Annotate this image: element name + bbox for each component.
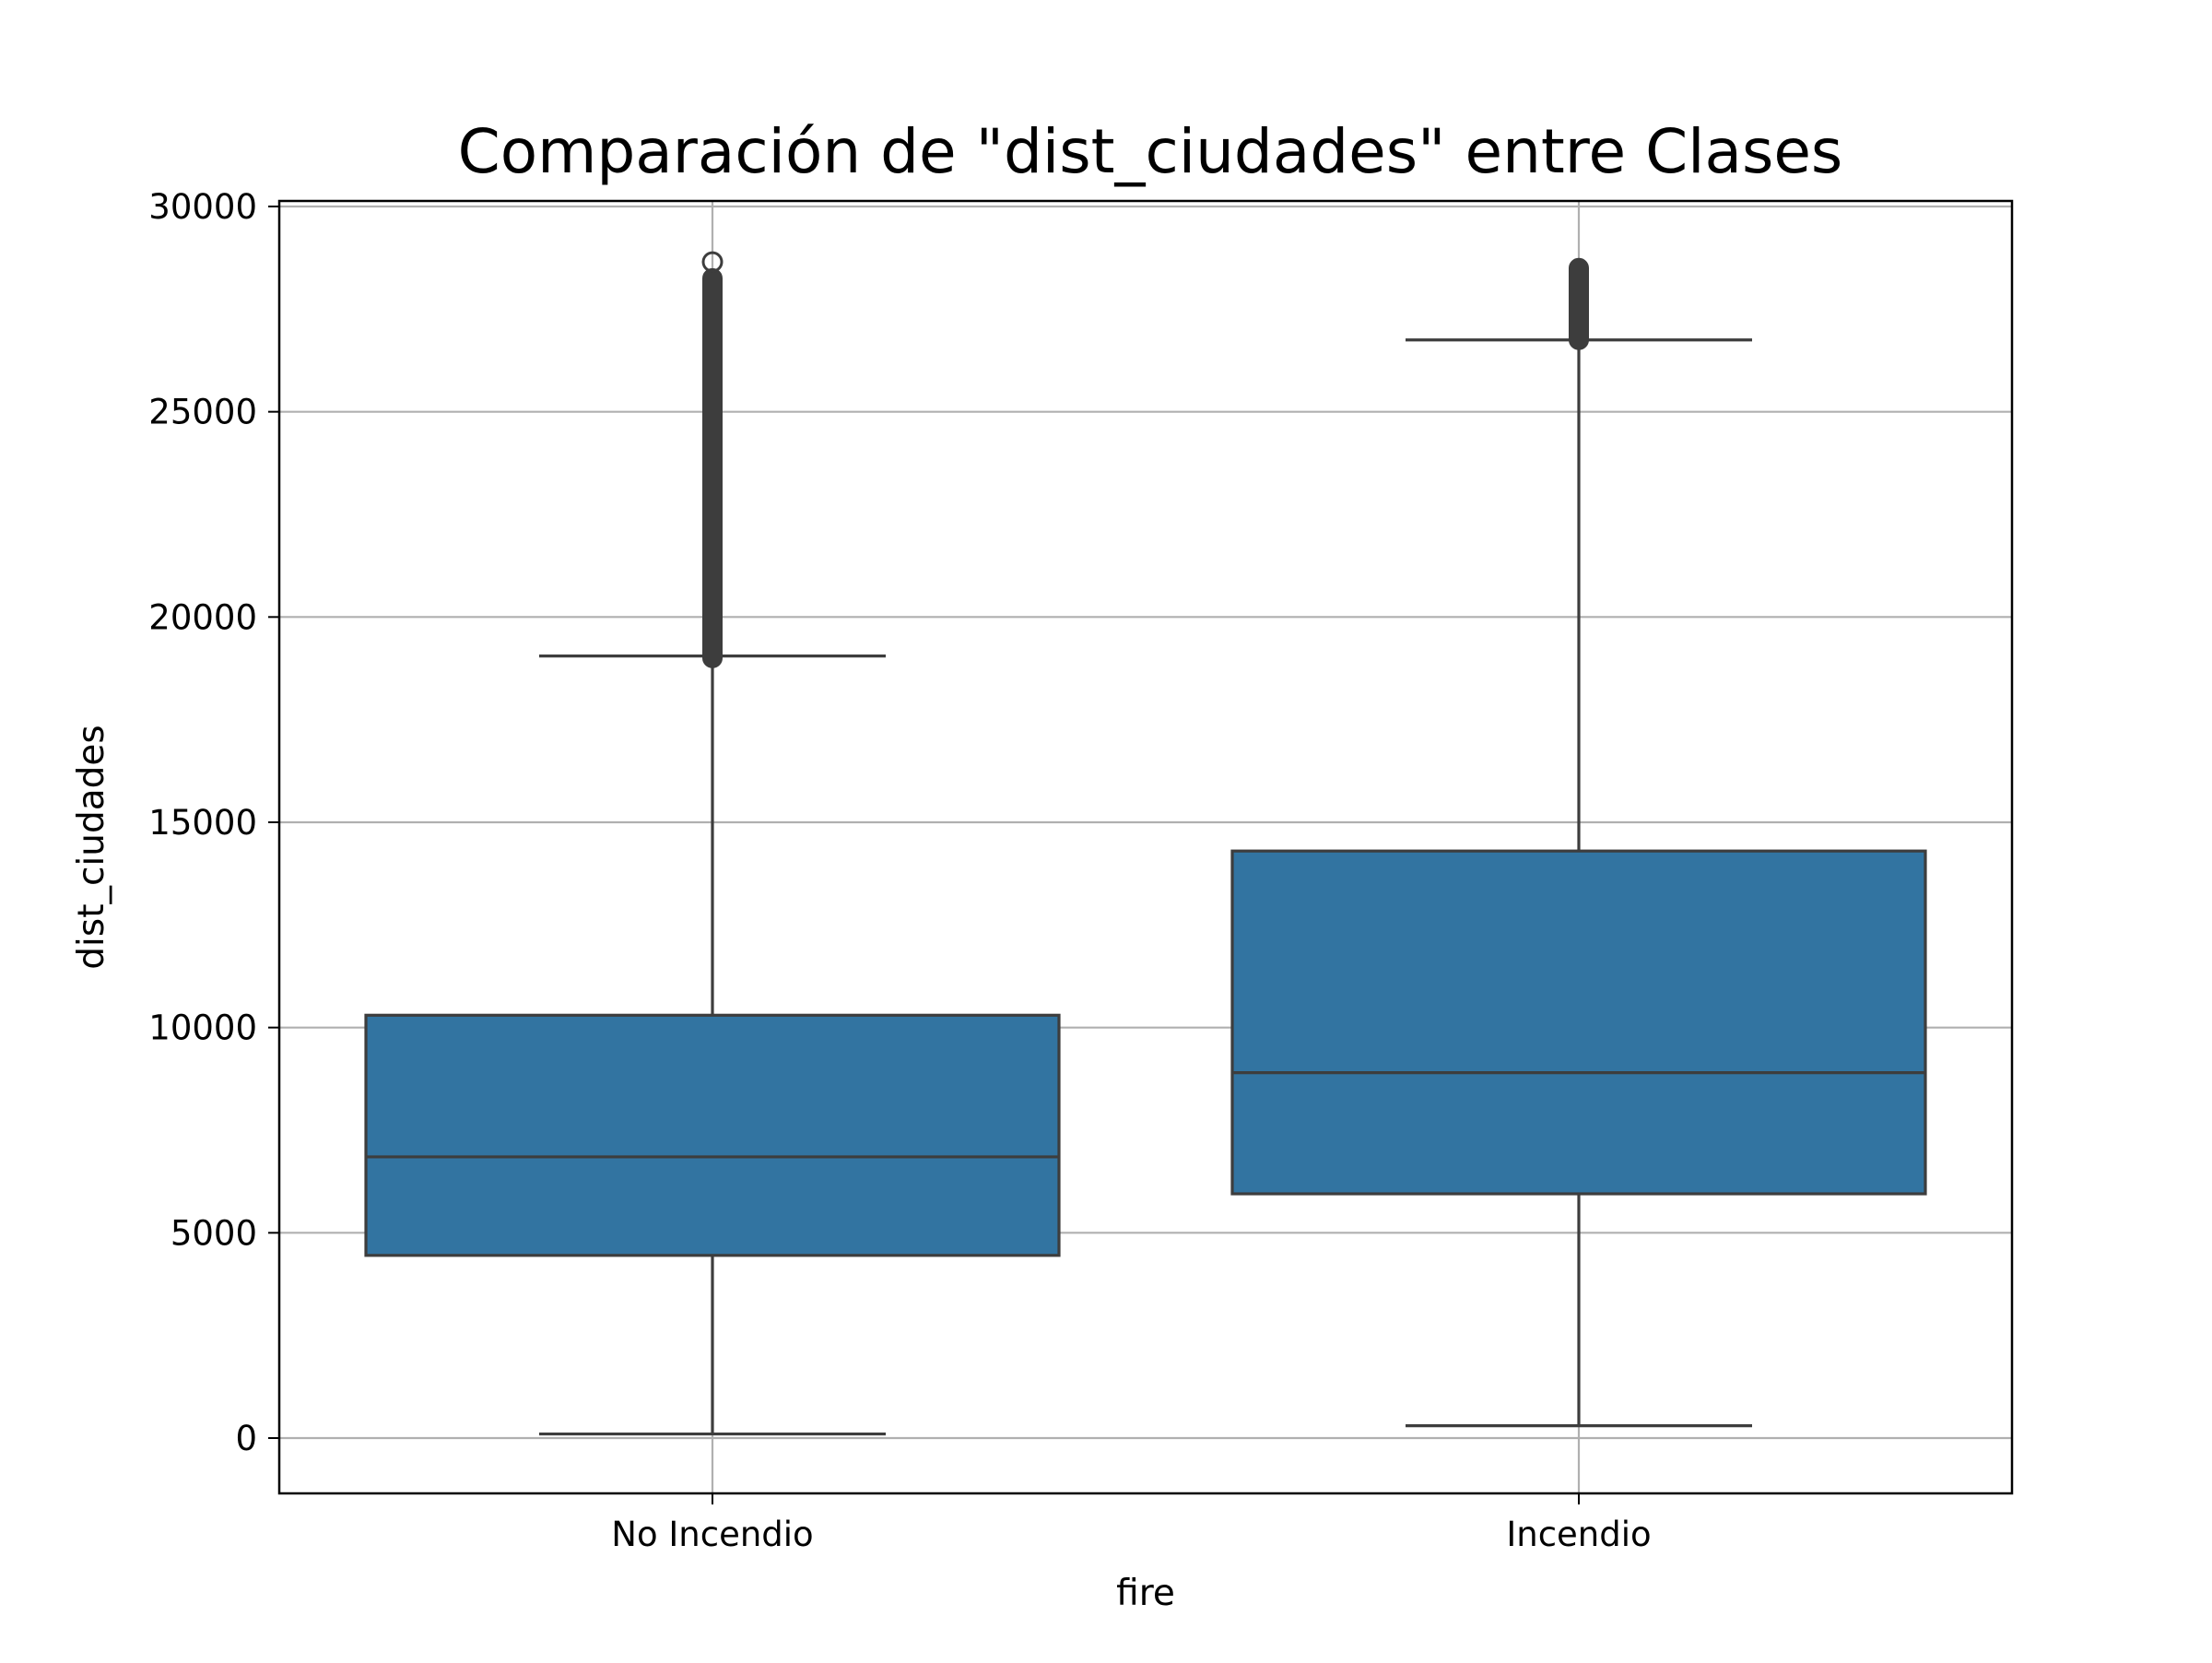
- box-iqr: [364, 1013, 1061, 1257]
- y-axis-label: dist_ciudades: [71, 725, 112, 969]
- x-tick-label: No Incendio: [611, 1515, 813, 1554]
- y-tick-label: 25000: [148, 393, 257, 432]
- y-tick-label: 5000: [171, 1213, 257, 1253]
- x-axis-label: fire: [1116, 1573, 1175, 1614]
- y-axis-ticks: 0 5000 10000 15000 20000 25000 30000: [148, 187, 279, 1458]
- x-tick-label: Incendio: [1506, 1515, 1651, 1554]
- y-tick-label: 15000: [148, 803, 257, 843]
- box-group: [364, 251, 1061, 1436]
- box-group: [1230, 257, 1927, 1428]
- chart-title: Comparación de "dist_ciudades" entre Cla…: [458, 116, 1843, 187]
- x-axis-ticks: No Incendio Incendio: [611, 1493, 1652, 1554]
- y-tick-label: 20000: [148, 597, 257, 637]
- outlier-cluster: [1569, 257, 1589, 350]
- y-tick-label: 30000: [148, 187, 257, 227]
- box-series: [364, 251, 1927, 1436]
- box-iqr: [1230, 849, 1927, 1196]
- plot-area-frame: [277, 199, 2014, 1495]
- y-tick-label: 0: [235, 1419, 257, 1458]
- outlier-point: [701, 251, 724, 273]
- y-tick-label: 10000: [148, 1008, 257, 1048]
- outlier-cluster: [702, 267, 723, 668]
